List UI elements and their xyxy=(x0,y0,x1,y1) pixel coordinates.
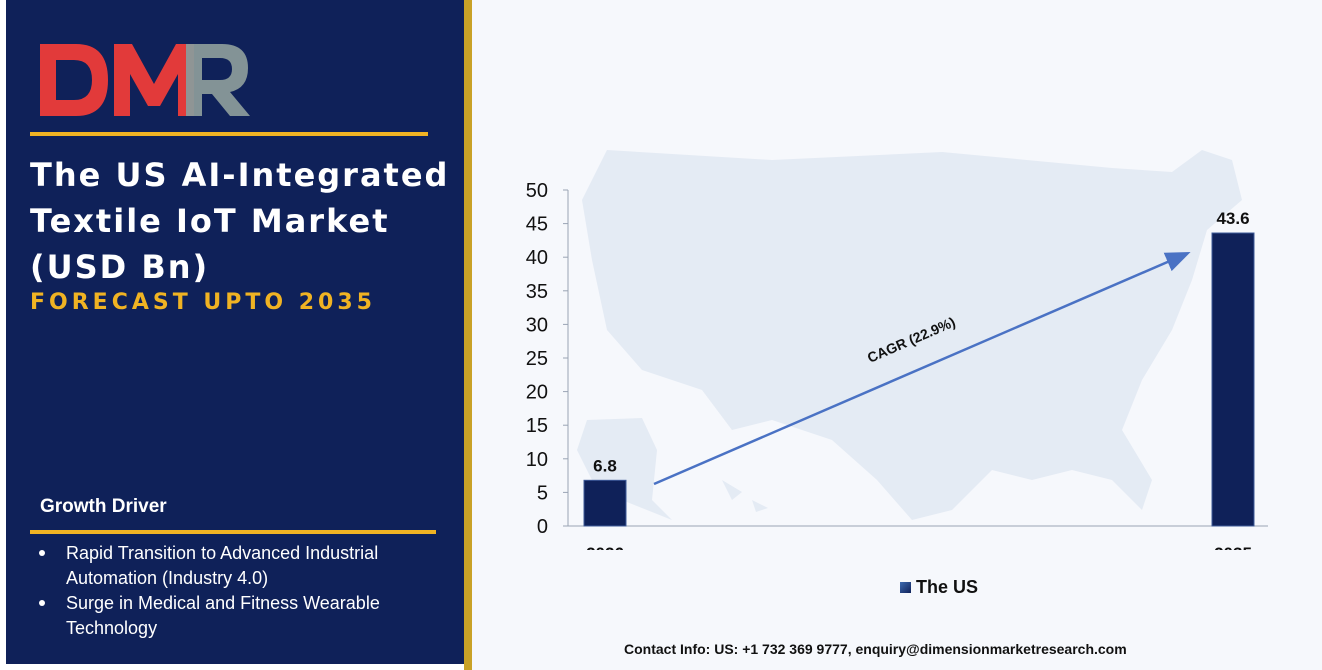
left-info-panel: The US AI-Integrated Textile IoT Market … xyxy=(6,0,464,664)
y-tick-label: 25 xyxy=(526,348,548,370)
us-map-background xyxy=(577,150,1242,520)
y-tick-label: 45 xyxy=(526,214,548,236)
y-tick-label: 20 xyxy=(526,382,548,404)
legend-swatch xyxy=(900,582,911,593)
x-tick-label: 2035 xyxy=(1214,544,1252,550)
y-tick-label: 15 xyxy=(526,415,548,437)
bar-2035 xyxy=(1211,232,1255,527)
y-tick-label: 10 xyxy=(526,449,548,471)
data-label: 43.6 xyxy=(1216,209,1249,228)
y-tick-label: 35 xyxy=(526,281,548,303)
dmr-logo-graphic xyxy=(40,44,250,116)
growth-driver-heading: Growth Driver xyxy=(40,496,167,517)
y-tick-label: 40 xyxy=(526,247,548,269)
forecast-subtitle: FORECAST UPTO 2035 xyxy=(30,290,376,315)
y-tick-label: 5 xyxy=(537,482,548,504)
growth-driver-list: Rapid Transition to Advanced Industrial … xyxy=(36,541,456,641)
legend-label: The US xyxy=(916,577,979,597)
x-tick-label: 2026 xyxy=(586,544,624,550)
growth-driver-item: Surge in Medical and Fitness Wearable Te… xyxy=(36,591,456,641)
dmr-logo xyxy=(36,36,256,120)
gold-divider-strip xyxy=(464,0,472,670)
growth-driver-item: Rapid Transition to Advanced Industrial … xyxy=(36,541,456,591)
contact-info: Contact Info: US: +1 732 369 9777, enqui… xyxy=(624,641,1127,657)
cagr-arrow xyxy=(653,252,1191,486)
y-tick-label: 30 xyxy=(526,314,548,336)
growth-divider xyxy=(30,530,436,534)
y-tick-label: 0 xyxy=(537,516,548,538)
chart-panel xyxy=(472,0,1322,670)
data-label: 6.8 xyxy=(593,456,617,475)
bar-2026 xyxy=(583,479,627,527)
chart-legend: The US xyxy=(900,577,978,598)
page-title: The US AI-Integrated Textile IoT Market … xyxy=(30,156,450,286)
y-tick-label: 50 xyxy=(526,180,548,202)
title-divider xyxy=(30,132,428,136)
